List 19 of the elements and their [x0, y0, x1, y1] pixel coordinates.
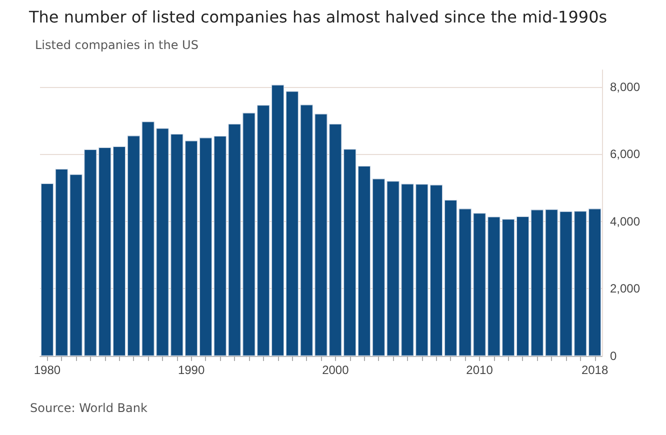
bar [199, 138, 212, 356]
x-tick-label: 2000 [322, 363, 350, 377]
bar [358, 166, 371, 356]
y-tick-label: 4,000 [610, 214, 640, 228]
y-tick-label: 0 [610, 349, 617, 363]
source-note: Source: World Bank [30, 401, 148, 415]
y-tick-label: 2,000 [610, 282, 640, 296]
x-tick-label: 1980 [34, 363, 61, 377]
bar [516, 216, 530, 356]
chart-subtitle: Listed companies in the US [35, 38, 198, 52]
y-tick-label: 8,000 [610, 80, 640, 94]
x-tick-label: 1990 [178, 363, 205, 377]
chart-title: The number of listed companies has almost halved since the mid-1990s [28, 8, 608, 26]
x-tick-label: 2010 [466, 363, 494, 377]
bar [112, 146, 126, 356]
x-tick-label: 2018 [581, 363, 608, 377]
y-tick-label: 6,000 [610, 147, 640, 162]
bar [430, 184, 443, 356]
bar [271, 84, 284, 356]
